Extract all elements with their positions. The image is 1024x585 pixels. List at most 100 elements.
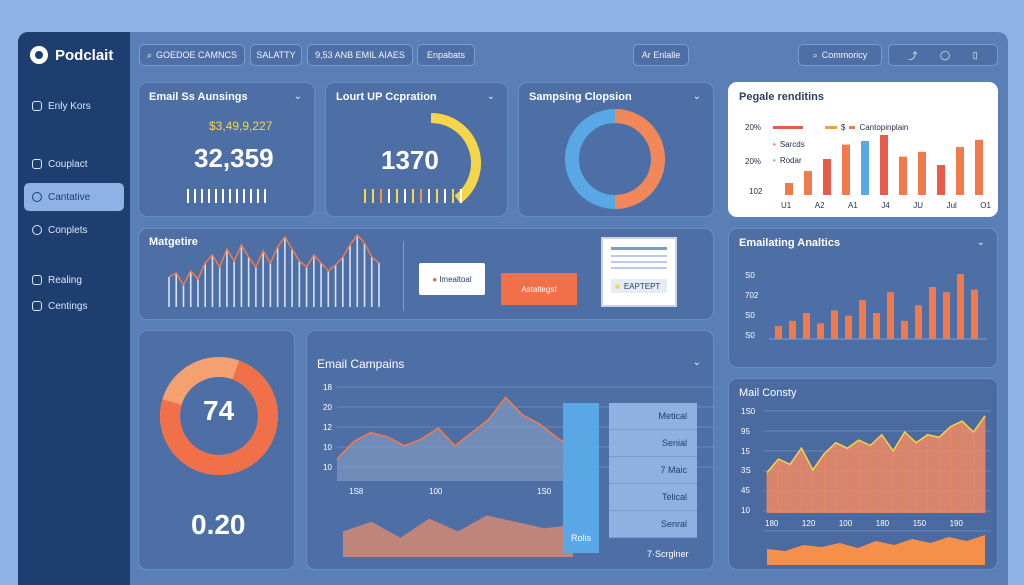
- area-fill: [767, 416, 985, 513]
- donut-chart: [519, 83, 714, 217]
- lourt-card: Lourt UP Ccpration ⌄ 1370: [325, 82, 508, 217]
- bar: [803, 313, 810, 339]
- trash-icon[interactable]: ▯: [973, 50, 978, 61]
- app-title: Podclait: [55, 47, 113, 64]
- bar: [943, 292, 950, 339]
- divider: [403, 241, 404, 311]
- bar: [957, 274, 964, 339]
- x-axis-labels: U1 A2 A1 J4 JU Jul O1: [781, 201, 991, 210]
- bar: [775, 326, 782, 339]
- bar: [823, 159, 831, 195]
- bar: [789, 321, 796, 339]
- donut-value: 74: [203, 395, 234, 427]
- bar: [899, 157, 907, 195]
- bar: [975, 140, 983, 195]
- x-label: 1S0: [537, 487, 551, 496]
- lower-area: [767, 535, 985, 565]
- sidebar-item-conplets[interactable]: Conplets: [24, 216, 124, 244]
- bar: [859, 300, 866, 339]
- bar: [861, 141, 869, 195]
- x-label: U1: [781, 201, 791, 210]
- tick-bars: [187, 189, 266, 203]
- x-label: Jul: [947, 201, 957, 210]
- x-label: A1: [848, 201, 858, 210]
- pegale-bar-chart: [729, 83, 998, 217]
- bar: [842, 145, 850, 195]
- bar: [915, 305, 922, 339]
- folder-icon: [32, 275, 42, 285]
- email-savings-card: Email Ss Aunsings ⌄ $3,49,9,227 32,359: [138, 82, 315, 217]
- x-label: 180: [765, 519, 778, 528]
- sidebar-item-cantative[interactable]: Cantative: [24, 183, 124, 211]
- bar: [804, 171, 812, 195]
- footer-value: 0.20: [191, 509, 246, 541]
- mail-consity-area-chart: [729, 379, 998, 570]
- sampsing-card: Sampsing Clopsion ⌄: [518, 82, 714, 217]
- mail-consity-card: Mail Consty 1S0 95 15 3S 45 10 180 120 100 180 15…: [728, 378, 998, 570]
- sidebar-item-couplact[interactable]: Couplact: [24, 150, 124, 178]
- donut-orange: [615, 116, 658, 202]
- bar: [817, 323, 824, 339]
- user-icon[interactable]: ◯: [940, 50, 950, 61]
- list-item[interactable]: Telical: [609, 484, 697, 511]
- commoricy-button[interactable]: ⌕ Commoricy: [798, 44, 882, 66]
- x-label: 190: [950, 519, 963, 528]
- campaigns-footer: 7·Scrglner: [647, 549, 689, 559]
- x-label: 180: [876, 519, 889, 528]
- donut-74-card: 74 0.20: [138, 330, 295, 570]
- promo-button[interactable]: Astaltegst: [501, 273, 577, 305]
- sidebar-item-enly-kors[interactable]: Enly Kors: [24, 92, 124, 120]
- sidebar-item-realing[interactable]: Realing: [24, 266, 124, 294]
- search-pill[interactable]: ⌕ GOEDOE CAMNCS: [139, 44, 245, 66]
- magigetire-card: Matgetire ● Imealtoal Astaltegst ■ EAPTEPT: [138, 228, 714, 320]
- x-label: 100: [839, 519, 852, 528]
- list-item[interactable]: 7 Maic: [609, 457, 697, 484]
- document-preview[interactable]: ■ EAPTEPT: [601, 237, 677, 307]
- lower-area: [343, 515, 573, 557]
- tab-emil-aiaes[interactable]: 9,53 ANB EMIL AIAES: [307, 44, 413, 66]
- savings-subvalue: $3,49,9,227: [209, 119, 272, 133]
- x-label: 1S8: [349, 487, 363, 496]
- x-label: JU: [913, 201, 923, 210]
- tick-bars: [364, 189, 462, 203]
- list-item[interactable]: Senial: [609, 430, 697, 457]
- bar: [873, 313, 880, 339]
- sidebar: Podclait Enly Kors Couplact Cantative Co…: [18, 32, 130, 585]
- bar: [901, 321, 908, 339]
- emailing-bar-chart: [729, 229, 998, 368]
- list-item[interactable]: Senral: [609, 511, 697, 538]
- list-item[interactable]: Metical: [609, 403, 697, 430]
- action-button[interactable]: Ar Enlalle: [633, 44, 689, 66]
- search-icon: ⌕: [813, 50, 818, 61]
- x-label: 150: [913, 519, 926, 528]
- lourt-value: 1370: [381, 145, 439, 176]
- bar: [785, 183, 793, 195]
- app-logo[interactable]: Podclait: [30, 46, 113, 64]
- x-label: A2: [815, 201, 825, 210]
- x-label: O1: [980, 201, 991, 210]
- tab-salatty[interactable]: SALATTY: [250, 44, 302, 66]
- sidebar-item-centings[interactable]: Centings: [24, 292, 124, 320]
- rolis-bar[interactable]: Rolis: [563, 403, 599, 553]
- bar: [929, 287, 936, 339]
- dashboard-frame: Podclait Enly Kors Couplact Cantative Co…: [18, 32, 1008, 585]
- box-icon: [32, 159, 42, 169]
- bar: [918, 152, 926, 195]
- bar: [831, 310, 838, 339]
- x-axis-labels: 180 120 100 180 150 190: [765, 519, 963, 528]
- promo-chip[interactable]: ● Imealtoal: [419, 263, 485, 295]
- bar: [880, 135, 888, 195]
- clock-icon: [32, 225, 42, 235]
- share-icon[interactable]: ⤴: [908, 49, 917, 62]
- chevron-down-icon[interactable]: ⌄: [294, 91, 302, 102]
- x-label: J4: [881, 201, 889, 210]
- settings-icon: [32, 301, 42, 311]
- x-label: 120: [802, 519, 815, 528]
- area-fill: [337, 397, 573, 481]
- search-icon: ⌕: [147, 50, 152, 61]
- bar: [845, 316, 852, 339]
- tab-enpabats[interactable]: Enpabats: [417, 44, 475, 66]
- campaigns-side-list: Metical Senial 7 Maic Telical Senral: [609, 403, 697, 538]
- bar: [956, 147, 964, 195]
- bar: [971, 290, 978, 339]
